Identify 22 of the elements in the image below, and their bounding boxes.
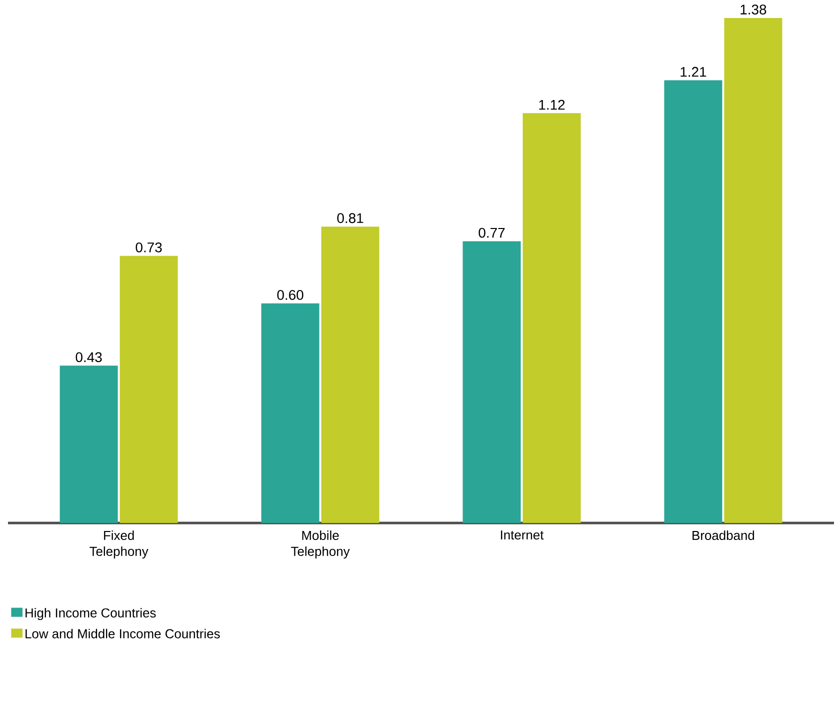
data-label: 1.21 — [680, 66, 706, 77]
x-tick-label: Broadband — [692, 530, 754, 540]
bar — [60, 366, 118, 523]
bar — [321, 226, 380, 523]
x-tick-label: Fixed Telephony — [90, 530, 148, 559]
data-label: 1.38 — [740, 4, 766, 14]
bar — [462, 241, 521, 523]
legend-label: High Income Countries — [26, 608, 156, 620]
bar — [664, 80, 722, 523]
data-label: 0.81 — [337, 213, 364, 224]
data-label: 0.73 — [136, 242, 162, 252]
data-label: 0.77 — [478, 228, 505, 238]
bar — [261, 303, 320, 523]
x-tick-label: Mobile Telephony — [291, 530, 350, 559]
bar — [724, 18, 782, 523]
data-label: 0.43 — [76, 352, 102, 362]
data-label: 0.60 — [277, 290, 304, 300]
legend-label: Low and Middle Income Countries — [26, 628, 220, 638]
bar — [120, 256, 178, 523]
bar — [522, 113, 581, 523]
x-tick-label: Internet — [500, 530, 544, 540]
data-label: 1.12 — [539, 100, 565, 110]
